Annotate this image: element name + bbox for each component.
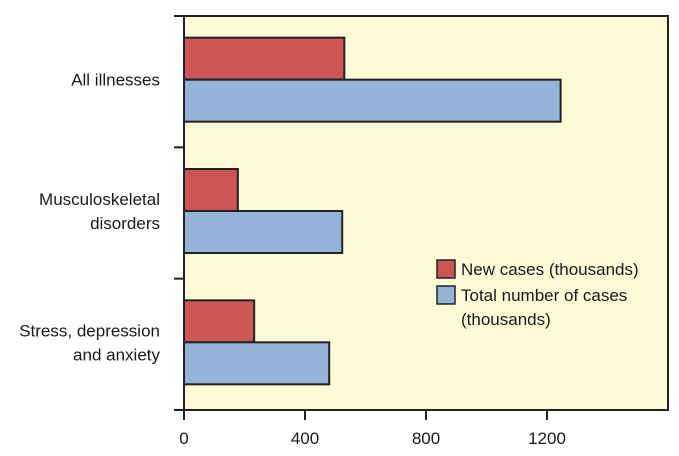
bars-group	[183, 36, 562, 386]
axes-group	[174, 15, 548, 420]
category-labels: All illnesses Musculoskeletal disorders Str…	[19, 71, 160, 365]
category-label-1: Musculoskeletal disorders	[39, 190, 160, 233]
x-tick-label-0: 0	[179, 429, 188, 448]
category-label-2: Stress, depression and anxiety	[19, 321, 160, 364]
x-tick-label-2: 800	[412, 429, 440, 448]
legend: New cases (thousands) Total number of cas…	[436, 259, 639, 329]
tick-labels: 0 400 800 1200	[179, 429, 566, 448]
legend-label-0: New cases (thousands)	[461, 260, 639, 279]
x-tick-label-3: 1200	[528, 429, 566, 448]
bar-new-0	[183, 36, 346, 81]
bar-total-1	[183, 210, 344, 254]
legend-label-1: Total number of cases (thousands)	[461, 286, 627, 329]
category-label-0: All illnesses	[71, 71, 160, 90]
legend-swatch-1	[436, 285, 456, 305]
bar-new-1	[183, 168, 239, 212]
legend-swatch-0	[436, 259, 456, 279]
bar-new-2	[183, 299, 256, 344]
x-tick-label-1: 400	[291, 429, 319, 448]
bar-total-2	[183, 341, 331, 386]
bar-total-0	[183, 78, 562, 123]
